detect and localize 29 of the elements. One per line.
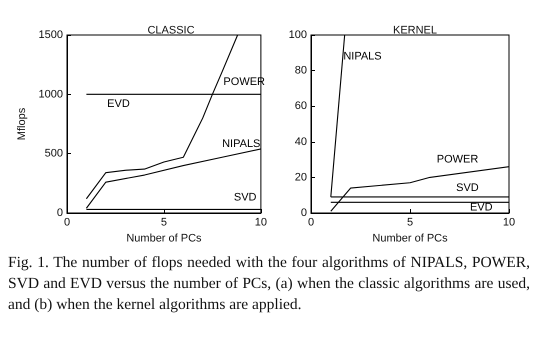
x-axis-title: Number of PCs [126, 232, 202, 244]
y-axis-title: Mflops [16, 107, 28, 140]
y-tick-label: 80 [294, 64, 307, 77]
legend-label: EVD [470, 202, 493, 214]
y-tick-label: 20 [294, 171, 307, 184]
y-tick-label: 1500 [38, 29, 63, 41]
caption: Fig. 1. The number of flops needed with the four algorithms of NIPALS, POWER, SVD and EVD versus the number of PCs, (a) when the classic algorithms are used, and (b) when the kernel algorithms are applied. [8, 253, 530, 315]
chart-title: KERNEL [392, 24, 438, 36]
y-tick-label: 60 [294, 100, 307, 112]
x-tick-label: 5 [160, 216, 168, 228]
y-tick-label: 40 [294, 136, 307, 148]
series-label: NIPALS [222, 138, 260, 150]
series-label: SVD [234, 192, 257, 204]
y-tick-label: 100 [288, 29, 307, 41]
y-tick-label: 1000 [38, 88, 63, 100]
x-tick-label: 10 [502, 216, 516, 228]
x-tick-label: 0 [64, 216, 70, 228]
series-label: SVD [456, 182, 479, 194]
y-tick-label: 500 [44, 148, 63, 160]
series-label: EVD [107, 98, 130, 110]
x-tick-label: 10 [254, 216, 268, 228]
chart-title: CLASSIC [147, 24, 195, 36]
y-tick-label: 0 [56, 207, 63, 219]
series-label: POWER [436, 154, 478, 166]
x-axis-title: Number of PCs [372, 232, 448, 244]
x-tick-label: 0 [308, 216, 314, 228]
series-label: NIPALS [343, 50, 382, 62]
x-tick-label: 5 [406, 216, 414, 228]
y-tick-label: 0 [300, 207, 307, 219]
